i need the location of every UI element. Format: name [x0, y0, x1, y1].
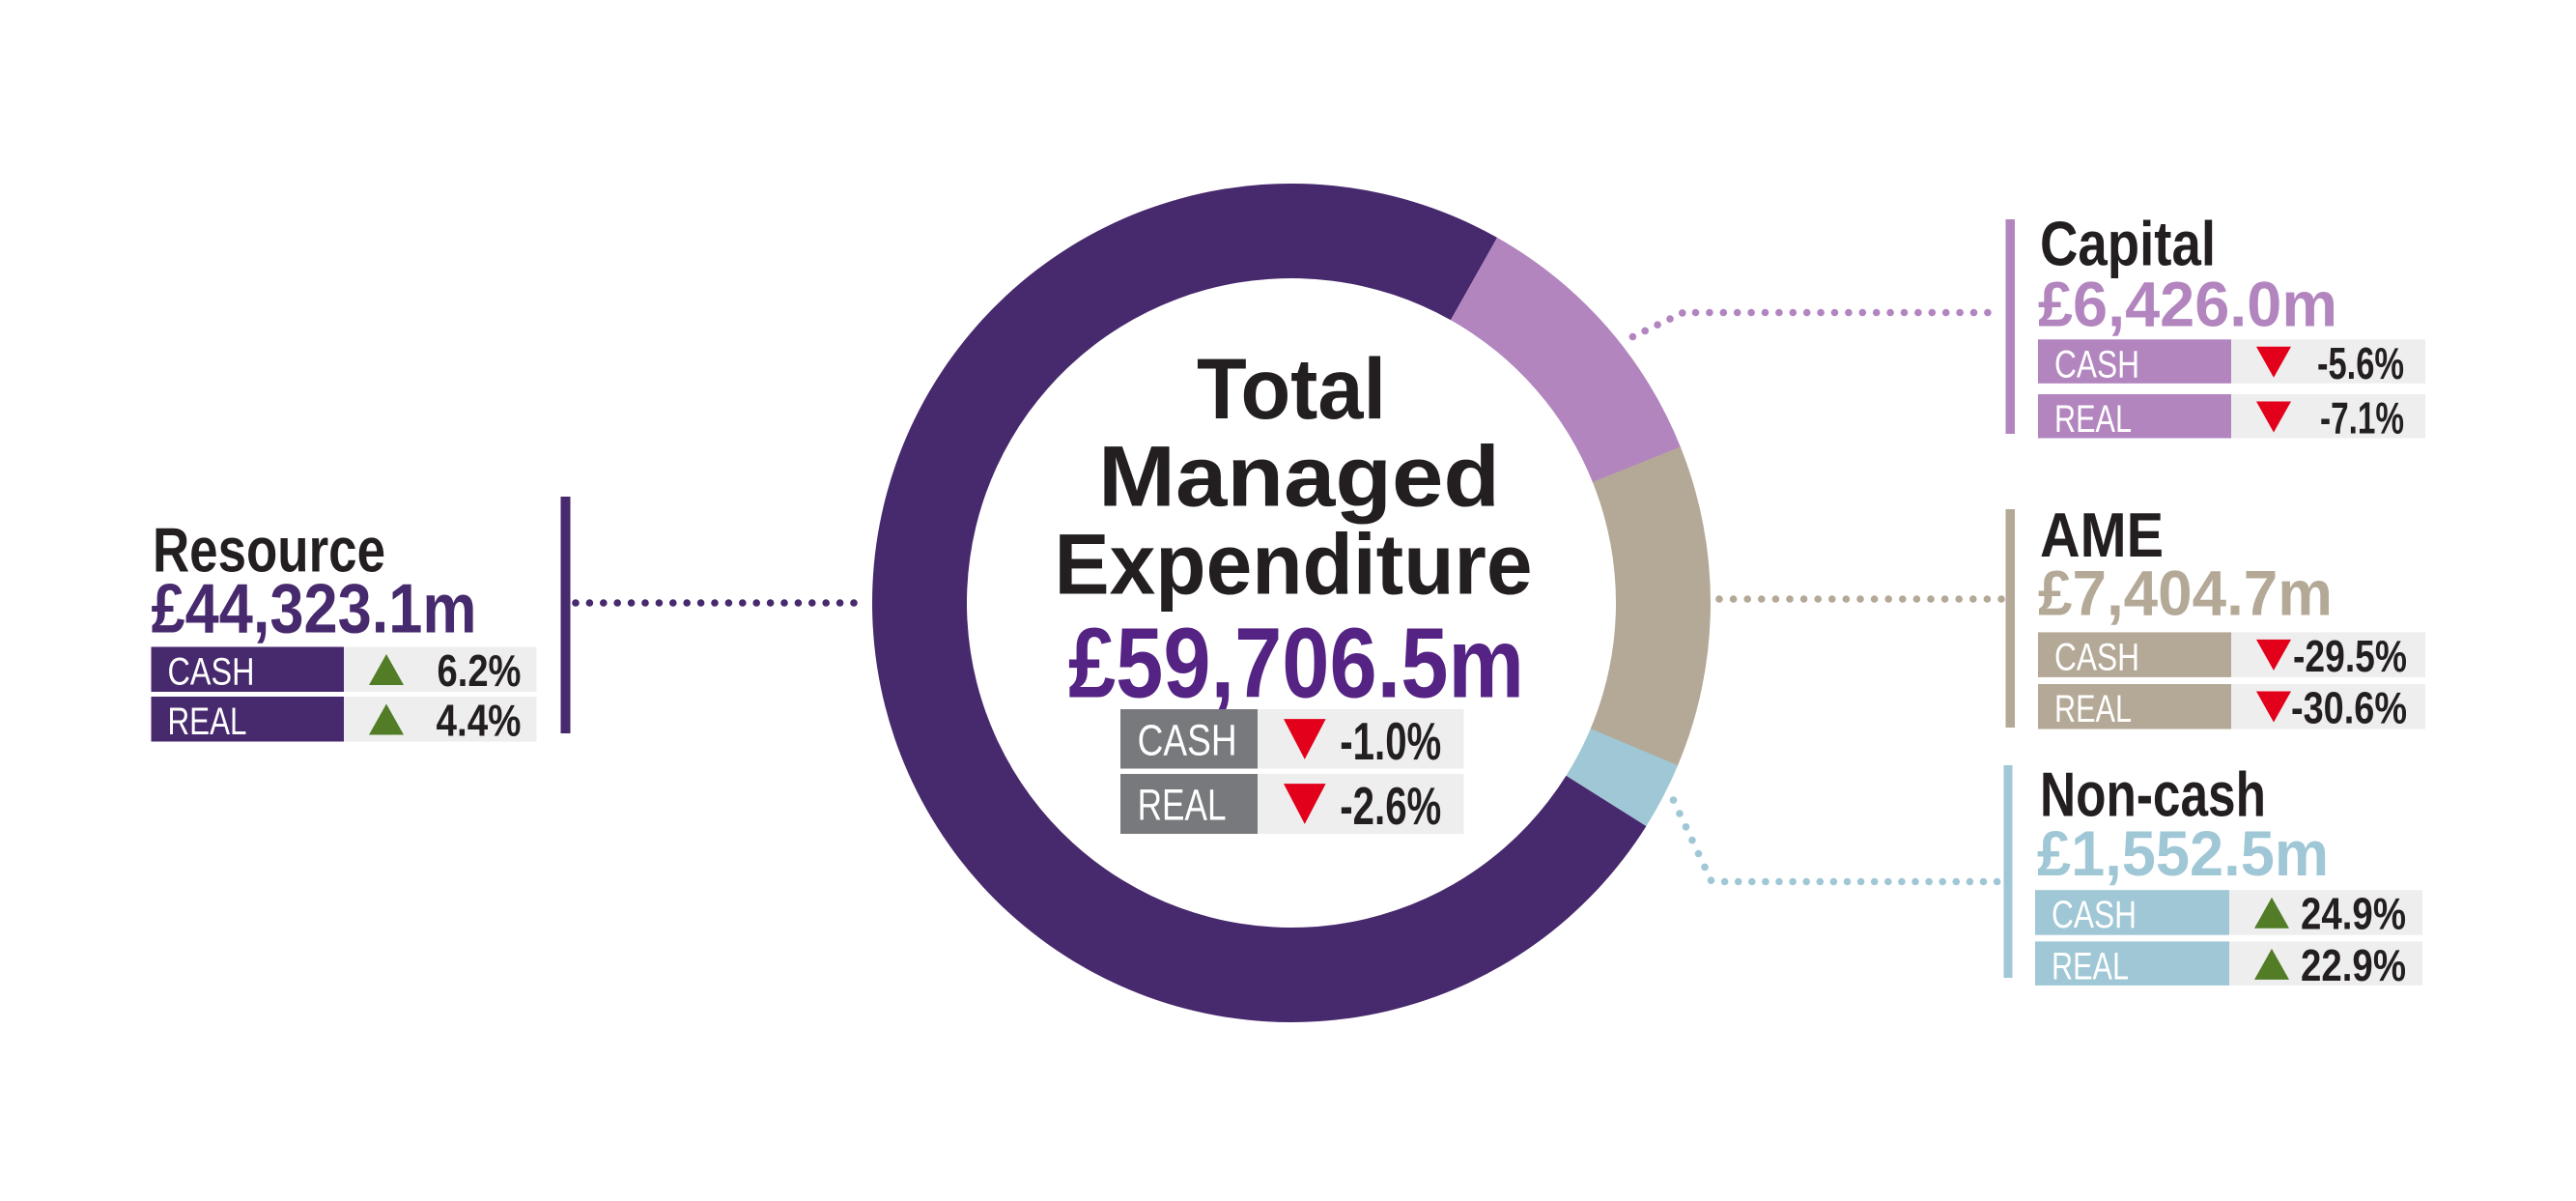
svg-text:Non-cash: Non-cash [2040, 759, 2266, 830]
svg-text:-29.5%: -29.5% [2293, 631, 2407, 681]
svg-text:Capital: Capital [2040, 209, 2216, 279]
svg-text:Resource: Resource [153, 515, 385, 586]
svg-text:REAL: REAL [2054, 398, 2132, 441]
svg-text:-30.6%: -30.6% [2291, 683, 2407, 733]
svg-text:£7,404.7m: £7,404.7m [2038, 558, 2333, 629]
svg-text:REAL: REAL [2052, 945, 2129, 987]
svg-text:-1.0%: -1.0% [1340, 712, 1441, 771]
svg-text:Expenditure: Expenditure [1055, 516, 1533, 613]
svg-text:REAL: REAL [1138, 781, 1227, 830]
svg-text:CASH: CASH [168, 651, 255, 694]
svg-text:6.2%: 6.2% [438, 645, 522, 696]
svg-text:22.9%: 22.9% [2301, 940, 2406, 990]
svg-text:REAL: REAL [168, 701, 247, 743]
svg-text:-2.6%: -2.6% [1340, 777, 1441, 836]
svg-text:CASH: CASH [2054, 343, 2139, 386]
svg-text:AME: AME [2040, 500, 2164, 570]
svg-text:Total: Total [1197, 340, 1386, 437]
svg-text:£59,706.5m: £59,706.5m [1068, 608, 1524, 719]
svg-text:CASH: CASH [2052, 894, 2137, 936]
svg-text:-5.6%: -5.6% [2317, 338, 2404, 388]
svg-text:REAL: REAL [2054, 688, 2132, 730]
svg-text:4.4%: 4.4% [437, 696, 522, 746]
svg-text:-7.1%: -7.1% [2320, 393, 2404, 443]
svg-text:Managed: Managed [1098, 428, 1500, 525]
svg-text:CASH: CASH [2054, 636, 2139, 678]
svg-text:£6,426.0m: £6,426.0m [2038, 268, 2337, 339]
svg-text:£1,552.5m: £1,552.5m [2037, 817, 2329, 889]
svg-text:CASH: CASH [1138, 716, 1237, 765]
svg-text:24.9%: 24.9% [2301, 889, 2406, 939]
svg-text:£44,323.1m: £44,323.1m [152, 571, 477, 648]
